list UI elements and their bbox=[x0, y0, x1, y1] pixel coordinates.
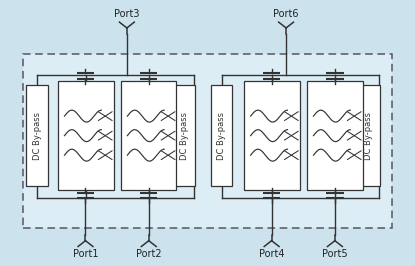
Text: DC By-pass: DC By-pass bbox=[364, 112, 374, 160]
Text: Port5: Port5 bbox=[322, 249, 348, 259]
Text: Port3: Port3 bbox=[114, 9, 139, 19]
Bar bbox=[58, 81, 114, 190]
Text: Port4: Port4 bbox=[259, 249, 284, 259]
Text: DC By-pass: DC By-pass bbox=[217, 112, 226, 160]
Text: DC By-pass: DC By-pass bbox=[180, 112, 189, 160]
Bar bbox=[23, 54, 392, 228]
Text: Port6: Port6 bbox=[273, 9, 299, 19]
Bar bbox=[26, 85, 48, 186]
Bar bbox=[121, 81, 176, 190]
Text: Port1: Port1 bbox=[73, 249, 98, 259]
Text: Port2: Port2 bbox=[136, 249, 161, 259]
Bar bbox=[244, 81, 300, 190]
Bar bbox=[173, 85, 195, 186]
Bar bbox=[211, 85, 232, 186]
Text: DC By-pass: DC By-pass bbox=[33, 112, 42, 160]
Bar bbox=[358, 85, 380, 186]
Bar bbox=[307, 81, 363, 190]
